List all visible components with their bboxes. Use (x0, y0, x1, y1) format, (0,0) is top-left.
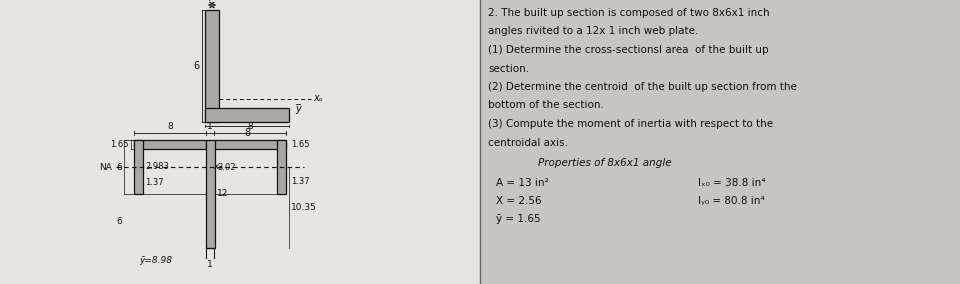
Bar (0, 0, 480, 284)
Text: 3.02: 3.02 (217, 163, 235, 172)
Text: 1.65: 1.65 (291, 140, 309, 149)
Bar (206, 140, 215, 248)
Text: A = 13 in²: A = 13 in² (496, 178, 548, 187)
Text: 8: 8 (167, 122, 173, 131)
Bar (277, 140, 286, 194)
Bar (134, 140, 143, 194)
Text: bottom of the section.: bottom of the section. (488, 101, 604, 110)
Text: ȳ = 1.65: ȳ = 1.65 (496, 214, 540, 224)
Text: lᵧ₀ = 80.8 in⁴: lᵧ₀ = 80.8 in⁴ (698, 196, 764, 206)
Text: 8: 8 (244, 128, 250, 138)
Text: Properties of 8x6x1 angle: Properties of 8x6x1 angle (538, 158, 672, 168)
Text: centroidal axis.: centroidal axis. (488, 137, 568, 147)
Text: 1.37: 1.37 (145, 178, 163, 187)
Text: (2) Determine the centroid  of the built up section from the: (2) Determine the centroid of the built … (488, 82, 797, 92)
Text: 2. The built up section is composed of two 8x6x1 inch: 2. The built up section is composed of t… (488, 8, 770, 18)
Text: 6: 6 (194, 61, 200, 71)
Text: 10.35: 10.35 (291, 203, 317, 212)
Text: 12: 12 (217, 189, 228, 199)
Text: (3) Compute the moment of inertia with respect to the: (3) Compute the moment of inertia with r… (488, 119, 773, 129)
Text: ȳ=8.98: ȳ=8.98 (139, 256, 172, 265)
Text: y̅: y̅ (295, 104, 300, 114)
Bar (134, 140, 206, 149)
Text: F: F (209, 0, 215, 3)
Text: Χ = 2.56: Χ = 2.56 (496, 196, 541, 206)
Text: xₒ: xₒ (213, 162, 222, 171)
Bar (214, 140, 286, 149)
Text: 6: 6 (116, 162, 122, 172)
Text: 1.37: 1.37 (291, 177, 310, 186)
Text: angles rivited to a 12x 1 inch web plate.: angles rivited to a 12x 1 inch web plate… (488, 26, 698, 37)
Text: 1.65: 1.65 (110, 140, 129, 149)
Bar (205, 10, 219, 122)
Text: NA: NA (99, 163, 112, 172)
Text: section.: section. (488, 64, 529, 74)
Text: 1: 1 (207, 260, 213, 269)
Text: 6: 6 (116, 216, 122, 225)
Text: 1: 1 (207, 122, 213, 131)
Text: 2.983: 2.983 (145, 162, 169, 171)
Text: lₓ₀ = 38.8 in⁴: lₓ₀ = 38.8 in⁴ (698, 178, 765, 187)
Text: (1) Determine the cross-sectionsl area  of the built up: (1) Determine the cross-sectionsl area o… (488, 45, 769, 55)
Text: xₒ: xₒ (313, 93, 323, 103)
Bar (205, 108, 289, 122)
Text: 8: 8 (247, 122, 252, 131)
